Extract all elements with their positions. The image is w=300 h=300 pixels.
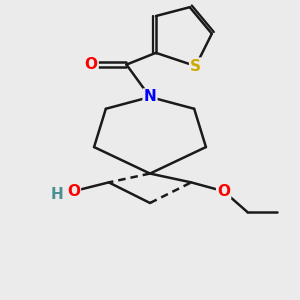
Text: O: O	[67, 184, 80, 199]
Text: O: O	[85, 57, 98, 72]
Text: N: N	[144, 89, 156, 104]
Text: O: O	[217, 184, 230, 199]
Text: S: S	[190, 58, 201, 74]
Text: H: H	[50, 187, 63, 202]
